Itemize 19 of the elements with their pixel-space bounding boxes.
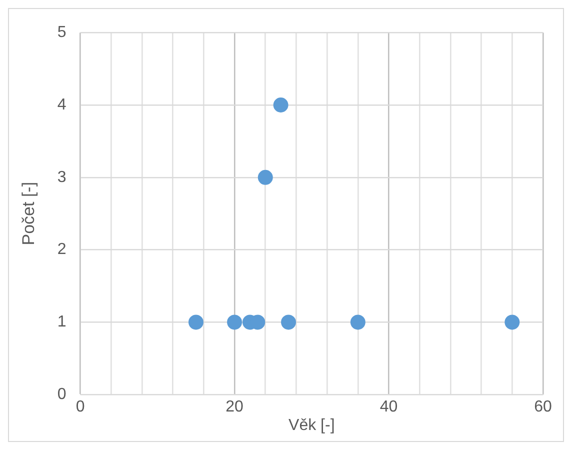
y-tick-label: 2 bbox=[57, 241, 66, 258]
point bbox=[258, 170, 273, 185]
x-tick-label: 40 bbox=[380, 398, 398, 416]
y-tick-label: 0 bbox=[57, 386, 66, 404]
y-tick-label: 3 bbox=[57, 168, 66, 186]
x-axis-title: Věk [-] bbox=[288, 416, 335, 434]
x-tick-label: 20 bbox=[226, 398, 244, 416]
point bbox=[350, 314, 366, 330]
x-tick-label: 60 bbox=[534, 398, 552, 416]
y-tick-label: 5 bbox=[57, 24, 66, 42]
point bbox=[281, 314, 296, 330]
y-tick-label: 4 bbox=[57, 96, 66, 114]
x-tick-label: 0 bbox=[76, 398, 85, 416]
point bbox=[227, 314, 242, 330]
point bbox=[273, 98, 288, 112]
point bbox=[188, 314, 204, 330]
point bbox=[504, 314, 520, 330]
y-axis-title: Počet [-] bbox=[18, 182, 38, 246]
y-tick-label: 1 bbox=[57, 314, 66, 331]
